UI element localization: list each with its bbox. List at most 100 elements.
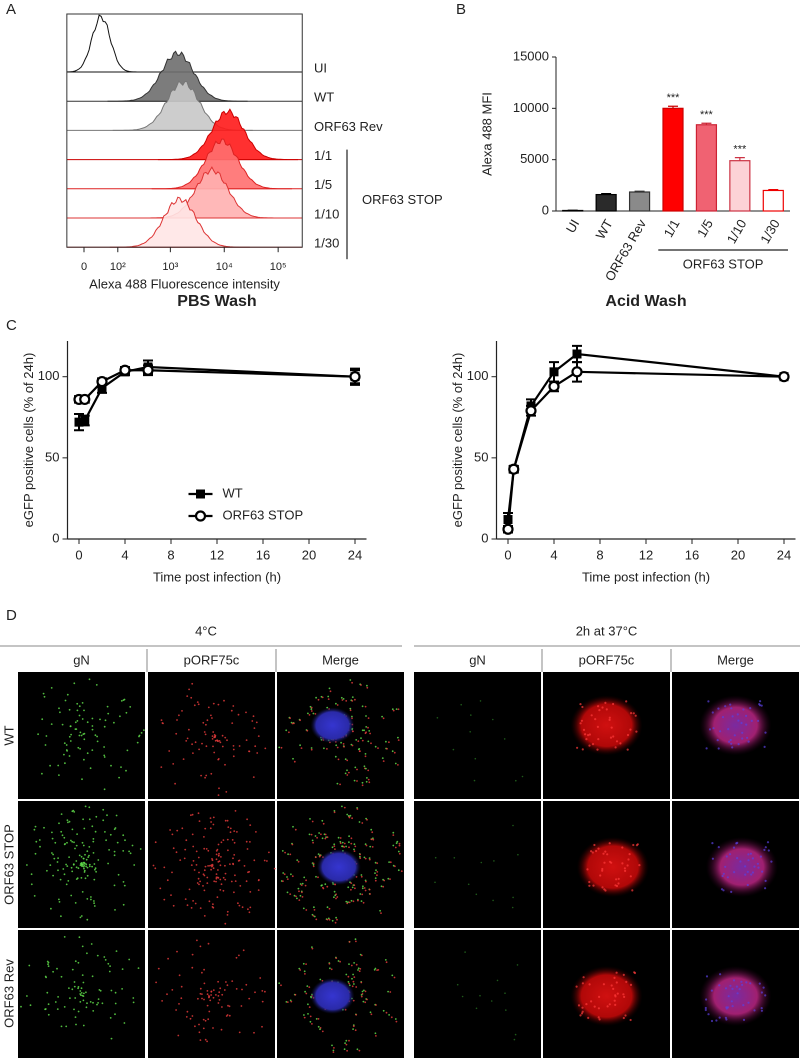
dot bbox=[747, 1001, 750, 1004]
dot bbox=[514, 1033, 517, 1036]
dot bbox=[345, 900, 348, 903]
dot bbox=[311, 947, 314, 950]
error-bar bbox=[668, 105, 678, 109]
dot bbox=[492, 899, 494, 902]
marker bbox=[80, 416, 90, 426]
dot bbox=[57, 996, 59, 998]
dot bbox=[91, 717, 94, 720]
dot bbox=[581, 1006, 584, 1009]
x-tick-label: 1/30 bbox=[757, 217, 783, 246]
dot bbox=[303, 1016, 306, 1019]
dot bbox=[225, 981, 227, 983]
x-tick-label: 10² bbox=[110, 261, 126, 273]
dot bbox=[33, 895, 36, 897]
dot bbox=[365, 726, 368, 728]
dot bbox=[77, 986, 80, 988]
dot bbox=[222, 876, 225, 879]
dot bbox=[374, 745, 377, 748]
dot bbox=[350, 899, 353, 902]
dot bbox=[716, 739, 719, 742]
micrograph bbox=[543, 672, 670, 799]
dot bbox=[252, 776, 255, 778]
dot bbox=[245, 840, 248, 843]
dot bbox=[316, 836, 318, 839]
bar bbox=[729, 160, 751, 212]
dot bbox=[336, 746, 339, 749]
dot bbox=[588, 884, 591, 887]
dot bbox=[102, 819, 105, 822]
dot bbox=[339, 837, 342, 839]
dot bbox=[218, 740, 221, 742]
dot bbox=[360, 994, 363, 996]
dot bbox=[219, 741, 222, 744]
dot bbox=[242, 949, 245, 952]
dot bbox=[356, 1048, 359, 1051]
dot bbox=[347, 975, 350, 978]
dot bbox=[319, 854, 322, 857]
dot bbox=[218, 860, 221, 863]
dot bbox=[78, 705, 81, 708]
dot bbox=[43, 695, 46, 698]
dot bbox=[210, 990, 213, 993]
dot bbox=[215, 994, 217, 996]
channel-label: Merge bbox=[322, 652, 359, 667]
dot bbox=[512, 896, 514, 899]
dot bbox=[326, 748, 328, 750]
dot bbox=[167, 957, 170, 960]
dot bbox=[211, 906, 214, 908]
dot bbox=[88, 806, 91, 809]
dot bbox=[348, 963, 350, 965]
micrograph-bg bbox=[414, 672, 541, 799]
dot bbox=[105, 839, 107, 842]
dot bbox=[284, 851, 286, 854]
dot bbox=[363, 729, 365, 732]
dot bbox=[304, 973, 306, 975]
dot bbox=[724, 865, 727, 868]
dot bbox=[358, 821, 361, 823]
dot bbox=[296, 897, 298, 900]
dot bbox=[128, 850, 131, 853]
dot bbox=[67, 821, 69, 824]
dot bbox=[107, 712, 110, 715]
dot bbox=[66, 693, 69, 696]
dot bbox=[166, 879, 169, 882]
dot bbox=[123, 1022, 126, 1024]
dot bbox=[624, 869, 627, 873]
dot bbox=[90, 898, 92, 901]
dot bbox=[290, 873, 292, 876]
micrograph bbox=[148, 801, 276, 928]
dot bbox=[253, 727, 256, 729]
dot bbox=[75, 860, 78, 862]
dot bbox=[601, 867, 604, 871]
dot bbox=[85, 865, 87, 868]
dot bbox=[63, 836, 66, 839]
dot bbox=[331, 846, 334, 849]
dot bbox=[53, 857, 56, 860]
dot bbox=[326, 906, 329, 909]
dot bbox=[159, 887, 162, 890]
dot bbox=[335, 744, 338, 747]
dot bbox=[47, 1013, 50, 1016]
dot bbox=[56, 1008, 59, 1010]
dot bbox=[346, 1049, 348, 1052]
dot bbox=[374, 877, 377, 879]
dot bbox=[89, 767, 92, 770]
dot bbox=[254, 745, 257, 748]
error-bar bbox=[734, 157, 745, 161]
dot bbox=[385, 1011, 388, 1014]
dot bbox=[598, 1018, 601, 1021]
dot bbox=[735, 842, 738, 845]
dot bbox=[613, 976, 616, 980]
dot bbox=[211, 717, 213, 719]
dot bbox=[738, 988, 741, 991]
dot bbox=[169, 829, 172, 831]
dot bbox=[367, 778, 370, 781]
dot bbox=[744, 865, 747, 868]
dot bbox=[123, 698, 126, 701]
dot bbox=[205, 745, 208, 748]
dot bbox=[326, 885, 329, 888]
dot bbox=[355, 940, 357, 943]
dot bbox=[226, 984, 229, 987]
dot bbox=[217, 869, 219, 871]
dot bbox=[767, 849, 770, 852]
